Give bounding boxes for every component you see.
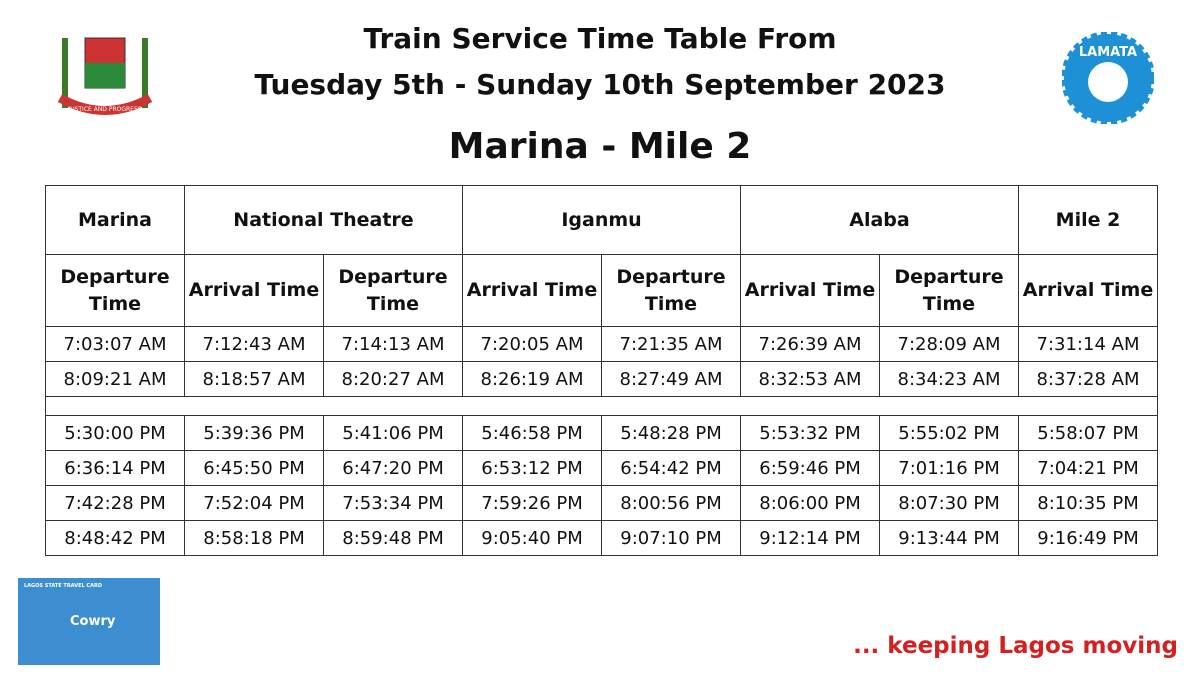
- station-name: Iganmu: [462, 185, 741, 255]
- shield-base: [85, 63, 125, 88]
- time-cell: 7:53:34 PM: [323, 485, 463, 521]
- time-cell: 5:46:58 PM: [462, 415, 602, 451]
- time-row: 7:03:07 AM 7:12:43 AM 7:14:13 AM 7:20:05 AM…: [45, 326, 1158, 362]
- time-cell: 6:45:50 PM: [184, 450, 324, 486]
- time-cell: 6:59:46 PM: [740, 450, 880, 486]
- station-name: Marina: [45, 185, 185, 255]
- time-cell: 8:10:35 PM: [1018, 485, 1158, 521]
- time-cell: 8:06:00 PM: [740, 485, 880, 521]
- time-cell: 7:59:26 PM: [462, 485, 602, 521]
- time-cell: 6:53:12 PM: [462, 450, 602, 486]
- gear-center: [1088, 62, 1128, 102]
- crest-logo: JUSTICE AND PROGRESS: [57, 37, 153, 115]
- title-line: Tuesday 5th - Sunday 10th September 2023: [254, 68, 946, 101]
- time-cell: 8:48:42 PM: [45, 520, 185, 556]
- time-cell: 7:31:14 AM: [1018, 326, 1158, 362]
- time-cell: 8:20:27 AM: [323, 361, 463, 397]
- time-cell: 5:41:06 PM: [323, 415, 463, 451]
- time-row: 5:30:00 PM 5:39:36 PM 5:41:06 PM 5:46:58 PM…: [45, 415, 1158, 451]
- column-header: Arrival Time: [462, 254, 602, 327]
- agency: LAMATA: [1079, 45, 1137, 60]
- slogan: ... keeping Lagos moving: [853, 633, 1178, 659]
- time-cell: 7:20:05 AM: [462, 326, 602, 362]
- time-cell: 7:52:04 PM: [184, 485, 324, 521]
- time-cell: 5:48:28 PM: [601, 415, 741, 451]
- time-cell: 8:26:19 AM: [462, 361, 602, 397]
- time-cell: 7:03:07 AM: [45, 326, 185, 362]
- time-cell: 8:09:21 AM: [45, 361, 185, 397]
- time-row: 6:36:14 PM 6:45:50 PM 6:47:20 PM 6:53:12 PM…: [45, 450, 1158, 486]
- time-cell: 8:32:53 AM: [740, 361, 880, 397]
- lamata-logo: LAMATA: [1062, 32, 1154, 124]
- title-line: Train Service Time Table From: [363, 22, 837, 55]
- card-name: Cowry: [70, 614, 116, 629]
- station-name: Alaba: [740, 185, 1019, 255]
- column-header: Arrival Time: [1018, 254, 1158, 327]
- time-cell: 8:58:18 PM: [184, 520, 324, 556]
- time-cell: 8:18:57 AM: [184, 361, 324, 397]
- time-cell: 8:37:28 AM: [1018, 361, 1158, 397]
- time-cell: 5:55:02 PM: [879, 415, 1019, 451]
- time-row: 8:48:42 PM 8:58:18 PM 8:59:48 PM 9:05:40 PM…: [45, 520, 1158, 556]
- time-cell: 7:04:21 PM: [1018, 450, 1158, 486]
- column-header: Departure Time: [45, 254, 185, 327]
- time-cell: 9:05:40 PM: [462, 520, 602, 556]
- time-row: 8:09:21 AM 8:18:57 AM 8:20:27 AM 8:26:19 AM…: [45, 361, 1158, 397]
- time-cell: 5:30:00 PM: [45, 415, 185, 451]
- column-row: Departure Time Arrival Time Departure Time…: [45, 254, 1158, 327]
- time-cell: 7:12:43 AM: [184, 326, 324, 362]
- column-header: Departure Time: [879, 254, 1019, 327]
- time-cell: 8:34:23 AM: [879, 361, 1019, 397]
- time-row: 7:42:28 PM 7:52:04 PM 7:53:34 PM 7:59:26 PM…: [45, 485, 1158, 521]
- ribbon: [57, 94, 153, 115]
- gap-row: [45, 396, 1158, 416]
- column-header: Departure Time: [323, 254, 463, 327]
- time-cell: 7:21:35 AM: [601, 326, 741, 362]
- time-cell: 6:47:20 PM: [323, 450, 463, 486]
- time-cell: 5:39:36 PM: [184, 415, 324, 451]
- station-row: Marina National Theatre Iganmu Alaba Mile 2: [45, 185, 1158, 255]
- time-cell: 8:27:49 AM: [601, 361, 741, 397]
- time-cell: 7:42:28 PM: [45, 485, 185, 521]
- travel-card: LAGOS STATE TRAVEL CARD Cowry: [18, 578, 160, 665]
- time-cell: 8:00:56 PM: [601, 485, 741, 521]
- time-cell: 5:53:32 PM: [740, 415, 880, 451]
- time-cell: 9:13:44 PM: [879, 520, 1019, 556]
- time-cell: 7:28:09 AM: [879, 326, 1019, 362]
- time-cell: 8:59:48 PM: [323, 520, 463, 556]
- column-header: Departure Time: [601, 254, 741, 327]
- time-cell: 6:36:14 PM: [45, 450, 185, 486]
- station-name: National Theatre: [184, 185, 463, 255]
- motto: JUSTICE AND PROGRESS: [67, 106, 141, 113]
- time-cell: 9:12:14 PM: [740, 520, 880, 556]
- time-cell: 7:26:39 AM: [740, 326, 880, 362]
- time-cell: 9:16:49 PM: [1018, 520, 1158, 556]
- route: Marina - Mile 2: [448, 126, 752, 167]
- station-name: Mile 2: [1018, 185, 1158, 255]
- time-cell: 9:07:10 PM: [601, 520, 741, 556]
- column-header: Arrival Time: [740, 254, 880, 327]
- time-cell: 7:01:16 PM: [879, 450, 1019, 486]
- time-cell: 5:58:07 PM: [1018, 415, 1158, 451]
- time-cell: 7:14:13 AM: [323, 326, 463, 362]
- gap-cell: [45, 396, 1158, 416]
- time-cell: 8:07:30 PM: [879, 485, 1019, 521]
- column-header: Arrival Time: [184, 254, 324, 327]
- card-caption: LAGOS STATE TRAVEL CARD: [24, 583, 102, 589]
- time-cell: 6:54:42 PM: [601, 450, 741, 486]
